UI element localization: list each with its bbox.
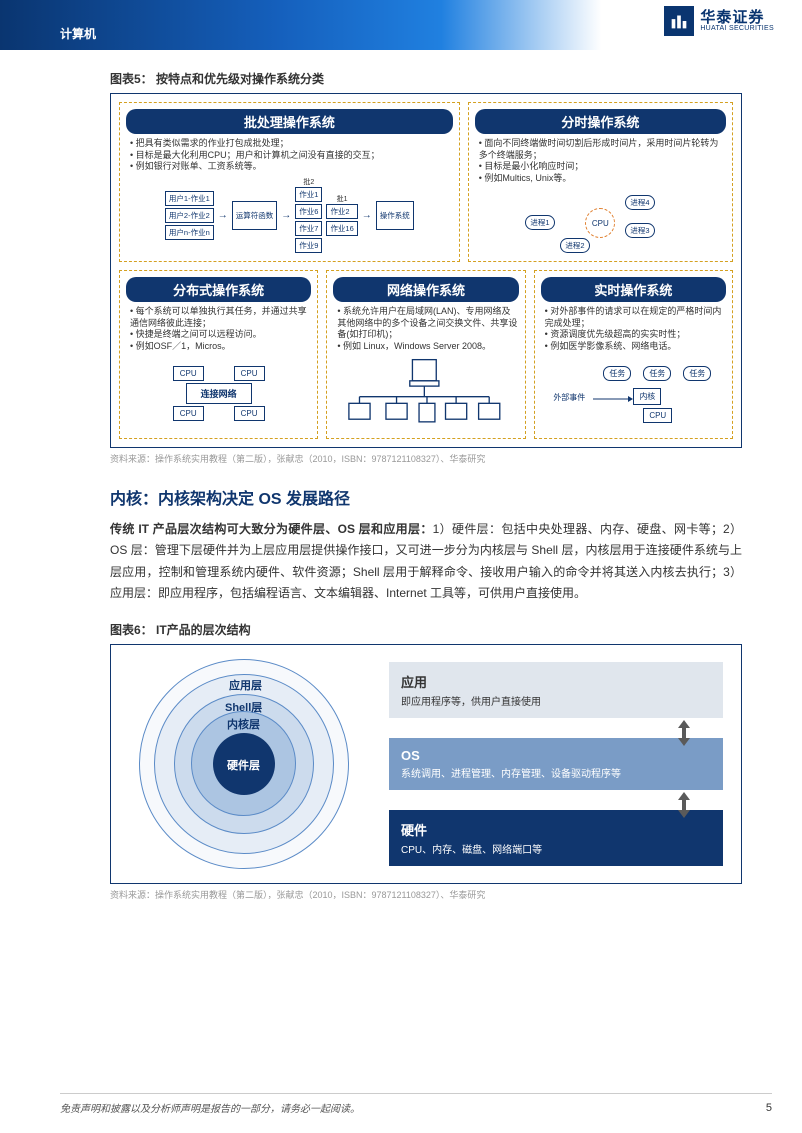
- proc: 进程4: [625, 195, 654, 210]
- box-hw-desc: CPU、内存、磁盘、网络端口等: [401, 841, 711, 856]
- cell: 作业9: [295, 238, 322, 253]
- label-kernel: 内核层: [227, 716, 260, 732]
- box-os-title: OS: [401, 748, 711, 763]
- dist-bullets: 每个系统可以单独执行其任务，并通过共享通信网络彼此连接； 快捷是终端之间可以远程…: [126, 306, 311, 353]
- batch-title: 批处理操作系统: [126, 109, 453, 134]
- db2: 快捷是终端之间可以远程访问。: [130, 329, 311, 341]
- rb3: 例如医学影像系统、网络电话。: [545, 341, 726, 353]
- fig5-chart: 批处理操作系统 把具有类似需求的作业打包成批处理； 目标是最大化利用CPU；用户…: [110, 93, 742, 448]
- box-hw-title: 硬件: [401, 820, 711, 839]
- cpu: CPU: [643, 408, 672, 423]
- page-footer: 免责声明和披露以及分析师声明是报告的一部分，请务必一起阅读。 5: [60, 1093, 772, 1115]
- ts-b3: 例如Multics, Unix等。: [479, 173, 726, 185]
- proc: 进程2: [560, 238, 589, 253]
- fig5-source: 资料来源：操作系统实用教程（第二版），张献忠（2010，ISBN：9787121…: [110, 452, 742, 465]
- box-app-title: 应用: [401, 672, 711, 691]
- proc: 进程3: [625, 223, 654, 238]
- lbl: 批2: [295, 177, 322, 187]
- net-bullets: 系统允许用户在局域网(LAN)、专用网络及其他网络中的多个设备之间交换文件、共享…: [333, 306, 518, 353]
- label-shell: Shell层: [225, 699, 262, 715]
- para1-bold: 传统 IT 产品层次结构可大致分为硬件层、OS 层和应用层：: [110, 522, 433, 536]
- box-dist: 分布式操作系统 每个系统可以单独执行其任务，并通过共享通信网络彼此连接； 快捷是…: [119, 270, 318, 439]
- label-app: 应用层: [229, 677, 262, 693]
- cpu-icon: CPU: [585, 208, 615, 238]
- batch-b1: 把具有类似需求的作业打包成批处理；: [130, 138, 453, 150]
- ext-label: 外部事件: [553, 392, 585, 403]
- rt-bullets: 对外部事件的请求可以在规定的严格时间内完成处理； 资源调度优先级超高的实实时性；…: [541, 306, 726, 353]
- cell: 作业16: [326, 221, 357, 236]
- fig5-title: 图表5： 按特点和优先级对操作系统分类: [110, 70, 742, 87]
- section-heading: 内核：内核架构决定 OS 发展路径: [110, 485, 742, 509]
- box-app-desc: 即应用程序等，供用户直接使用: [401, 693, 711, 708]
- kernel: 内核: [633, 388, 661, 405]
- cell: 用户1-作业1: [165, 191, 214, 206]
- batch-diagram: 用户1-作业1 用户2-作业2 用户n-作业n → 运算符函数 → 批2 作业1…: [165, 177, 414, 253]
- cell-os: 操作系统: [376, 201, 414, 230]
- db3: 例如OSF／1，Micros。: [130, 341, 311, 353]
- label-hw: 硬件层: [227, 757, 260, 773]
- proc: 进程1: [525, 215, 554, 230]
- batch-b3: 例如银行对账单、工资系统等。: [130, 161, 453, 173]
- task: 任务: [643, 366, 671, 381]
- logo-text-en: HUATAI SECURITIES: [700, 25, 774, 32]
- rt-title: 实时操作系统: [541, 277, 726, 302]
- box-timeshare: 分时操作系统 面向不同终端做时间切割后形成时间片，采用时间片轮转为多个终端服务；…: [468, 102, 733, 262]
- box-netos: 网络操作系统 系统允许用户在局域网(LAN)、专用网络及其他网络中的多个设备之间…: [326, 270, 525, 439]
- ts-title: 分时操作系统: [475, 109, 726, 134]
- cpu-box: CPU: [234, 366, 265, 381]
- dist-diagram: CPU CPU 连接网络 CPU CPU: [173, 366, 265, 421]
- lbl: 批1: [326, 194, 357, 204]
- cpu-box: CPU: [173, 366, 204, 381]
- task: 任务: [603, 366, 631, 381]
- rt-diagram: 任务 任务 任务 内核 CPU 外部事件: [553, 366, 713, 421]
- net-title: 网络操作系统: [333, 277, 518, 302]
- box-os: OS 系统调用、进程管理、内存管理、设备驱动程序等: [389, 738, 723, 790]
- layer-boxes: 应用 即应用程序等，供用户直接使用 OS 系统调用、进程管理、内存管理、设备驱动…: [389, 662, 723, 866]
- box-realtime: 实时操作系统 对外部事件的请求可以在规定的严格时间内完成处理； 资源调度优先级超…: [534, 270, 733, 439]
- logo-icon: [664, 6, 694, 36]
- box-hw: 硬件 CPU、内存、磁盘、网络端口等: [389, 810, 723, 866]
- batch-bullets: 把具有类似需求的作业打包成批处理； 目标是最大化利用CPU；用户和计算机之间没有…: [126, 138, 453, 173]
- box-batch: 批处理操作系统 把具有类似需求的作业打包成批处理； 目标是最大化利用CPU；用户…: [119, 102, 460, 262]
- cell: 作业7: [295, 221, 322, 236]
- db1: 每个系统可以单独执行其任务，并通过共享通信网络彼此连接；: [130, 306, 311, 329]
- cell: 作业1: [295, 187, 322, 202]
- cell: 用户n-作业n: [165, 225, 214, 240]
- nb1: 系统允许用户在局域网(LAN)、专用网络及其他网络中的多个设备之间交换文件、共享…: [337, 306, 518, 341]
- ts-bullets: 面向不同终端做时间切割后形成时间片，采用时间片轮转为多个终端服务； 目标是最小化…: [475, 138, 726, 185]
- fig6-title: 图表6： IT产品的层次结构: [110, 621, 742, 638]
- fig6-chart: 应用层 Shell层 内核层 硬件层 应用 即应用程序等，供用户直接使用 OS …: [110, 644, 742, 884]
- cell: 用户2-作业2: [165, 208, 214, 223]
- cpu-box: CPU: [234, 406, 265, 421]
- footer-disclaimer: 免责声明和披露以及分析师声明是报告的一部分，请务必一起阅读。: [60, 1100, 360, 1115]
- batch-b2: 目标是最大化利用CPU；用户和计算机之间没有直接的交互；: [130, 150, 453, 162]
- header-category: 计算机: [60, 25, 96, 42]
- ts-b2: 目标是最小化响应时间；: [479, 161, 726, 173]
- net-box: 连接网络: [186, 383, 252, 404]
- nb2: 例如 Linux，Windows Server 2008。: [337, 341, 518, 353]
- para1: 传统 IT 产品层次结构可大致分为硬件层、OS 层和应用层：1）硬件层：包括中央…: [110, 519, 742, 605]
- cell: 作业2: [326, 204, 357, 219]
- ts-diagram: CPU 进程1 进程2 进程3 进程4: [525, 193, 675, 248]
- ts-b1: 面向不同终端做时间切割后形成时间片，采用时间片轮转为多个终端服务；: [479, 138, 726, 161]
- dist-title: 分布式操作系统: [126, 277, 311, 302]
- concentric-circles: 应用层 Shell层 内核层 硬件层: [129, 659, 359, 869]
- box-os-desc: 系统调用、进程管理、内存管理、设备驱动程序等: [401, 765, 711, 780]
- cell-sort: 运算符函数: [232, 201, 278, 230]
- rb1: 对外部事件的请求可以在规定的严格时间内完成处理；: [545, 306, 726, 329]
- fig6-source: 资料来源：操作系统实用教程（第二版），张献忠（2010，ISBN：9787121…: [110, 888, 742, 901]
- footer-page: 5: [766, 1102, 772, 1114]
- net-diagram: [333, 357, 518, 430]
- rb2: 资源调度优先级超高的实实时性；: [545, 329, 726, 341]
- cell: 作业6: [295, 204, 322, 219]
- box-app: 应用 即应用程序等，供用户直接使用: [389, 662, 723, 718]
- logo: 华泰证券 HUATAI SECURITIES: [664, 6, 774, 36]
- logo-text-cn: 华泰证券: [700, 10, 774, 25]
- page-header: 计算机 华泰证券 HUATAI SECURITIES: [0, 0, 802, 50]
- task: 任务: [683, 366, 711, 381]
- cpu-box: CPU: [173, 406, 204, 421]
